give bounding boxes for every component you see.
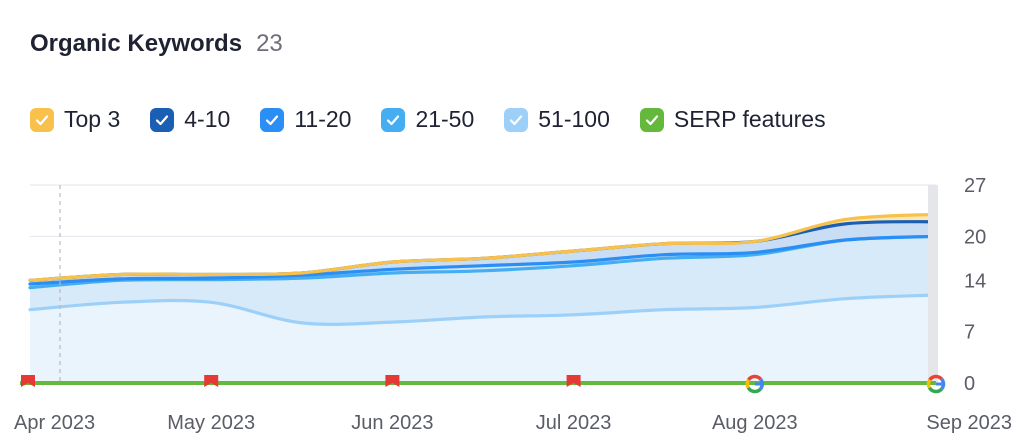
legend-item-21-50[interactable]: 21-50 [381,106,474,133]
x-tick-label: Aug 2023 [712,412,798,434]
legend-label: 4-10 [184,106,231,132]
google-icon [745,374,764,394]
checkbox-icon[interactable] [30,107,54,132]
checkbox-icon[interactable] [639,107,664,132]
series-line-11-20 [28,234,938,286]
google-icon [926,374,946,394]
legend-item-4-10[interactable]: 4-10 [150,106,230,133]
legend-label: Top 3 [64,106,121,132]
legend-item-top-3[interactable]: Top 3 [30,106,120,133]
legend-label: 21-50 [415,106,475,132]
flag-icon [566,375,581,387]
y-tick-label: 27 [964,175,986,197]
x-tick-label: Apr 2023 [14,412,95,434]
legend-item-11-20[interactable]: 11-20 [260,106,351,133]
checkbox-icon[interactable] [150,107,175,132]
x-tick-label: Jun 2023 [351,412,433,434]
y-tick-label: 14 [964,270,986,292]
legend-label: 11-20 [294,106,352,132]
y-tick-label: 7 [964,322,975,344]
series-line-top-3 [28,212,938,282]
area-51-100 [30,295,936,383]
y-tick-label: 0 [964,373,975,395]
chart-legend: Top 3 4-10 11-20 21-50 51-100 SERP featu… [30,106,856,133]
flag-icon [21,375,35,387]
checkbox-icon[interactable] [381,107,406,132]
legend-label: SERP features [673,106,826,132]
checkbox-icon[interactable] [504,107,529,132]
series-line-51-100 [28,293,938,326]
flag-icon [204,375,219,387]
legend-label: 51-100 [538,106,610,132]
x-tick-label: Sep 2023 [926,412,1012,434]
y-tick-label: 20 [964,226,986,248]
legend-item-51-100[interactable]: 51-100 [504,106,610,133]
flag-icon [385,375,400,387]
checkbox-icon[interactable] [260,107,285,132]
keyword-count: 23 [256,30,283,57]
current-period-band [928,185,938,383]
chart-header: Organic Keywords 23 [30,30,283,58]
chart-title: Organic Keywords [30,30,243,57]
x-tick-label: May 2023 [167,412,255,434]
x-tick-label: Jul 2023 [536,412,612,434]
legend-item-serp-features[interactable]: SERP features [639,106,826,133]
